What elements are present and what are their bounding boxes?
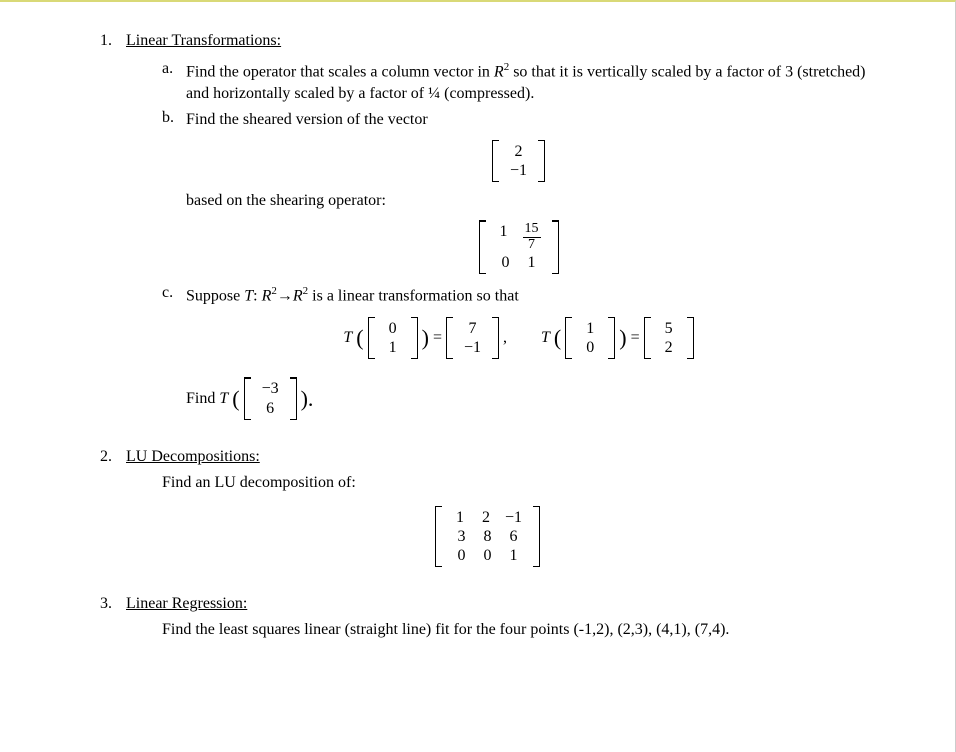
subitem-1a-text: Find the operator that scales a column v… (186, 60, 875, 105)
matrix: 1 2 −1 3 8 6 0 0 1 (435, 506, 540, 568)
subitem-1c-text: Suppose T: R2→R2 is a linear transformat… (186, 284, 875, 307)
text-fragment: Find the operator that scales a column v… (186, 63, 494, 80)
paren-open: ( (232, 386, 239, 412)
matrix-cell: 0 (380, 319, 406, 338)
subitem-1c: c. Suppose T: R2→R2 is a linear transfor… (162, 284, 875, 307)
vector-2-neg1: 2 −1 (162, 140, 875, 182)
problem-1-number: 1. (100, 32, 126, 50)
matrix-cell: 5 (656, 319, 682, 338)
text-fragment: Find (186, 390, 215, 408)
lu-matrix: 1 2 −1 3 8 6 0 0 1 (100, 506, 875, 568)
matrix-cell: 8 (475, 527, 501, 546)
subitem-1b-letter: b. (162, 109, 186, 131)
paren-close: ) (619, 325, 626, 351)
equation-2: T ( 1 0 ) = (541, 317, 694, 359)
problem-1-header: 1. Linear Transformations: (100, 32, 875, 50)
subitem-1a: a. Find the operator that scales a colum… (162, 60, 875, 105)
shear-matrix: 1 15 7 0 1 (162, 220, 875, 274)
problem-3-text: Find the least squares linear (straight … (162, 621, 875, 639)
matrix: −3 6 (244, 377, 297, 419)
fraction-denominator: 7 (526, 238, 537, 253)
matrix-cell: 1 (491, 222, 517, 252)
matrix-cell: 6 (257, 399, 283, 418)
problem-2: 2. LU Decompositions: Find an LU decompo… (100, 448, 875, 568)
subitem-1c-find: Find T ( −3 6 ). (186, 377, 875, 419)
subitem-1b-text: Find the sheared version of the vector (186, 109, 875, 131)
matrix-cell: 7 (460, 319, 486, 338)
problem-2-header: 2. LU Decompositions: (100, 448, 875, 466)
matrix: 0 1 (368, 317, 418, 359)
problem-2-text: Find an LU decomposition of: (162, 474, 875, 492)
r-symbol: R (494, 63, 504, 80)
paren-close: ) (422, 325, 429, 351)
matrix-cell: 0 (449, 546, 475, 565)
problem-3-header: 3. Linear Regression: (100, 595, 875, 613)
matrix-cell: 0 (493, 253, 519, 272)
matrix: 7 −1 (446, 317, 499, 359)
subitem-1a-letter: a. (162, 60, 186, 105)
matrix-cell: 0 (577, 338, 603, 357)
subitem-1c-letter: c. (162, 284, 186, 307)
matrix-cell: −3 (256, 379, 285, 398)
t-symbol: T (541, 329, 550, 347)
matrix-cell: 2 (656, 338, 682, 357)
text-fragment: Suppose (186, 287, 244, 304)
r-symbol: R (262, 287, 272, 304)
paren-open: ( (554, 325, 561, 351)
comma: , (503, 329, 507, 347)
text-fragment: : (253, 287, 261, 304)
fraction: 15 7 (523, 222, 541, 252)
text-fragment: is a linear transformation so that (308, 287, 519, 304)
matrix: 1 0 (565, 317, 615, 359)
matrix-cell: 2 (506, 142, 532, 161)
equation-1: T ( 0 1 ) = (343, 317, 507, 359)
paren-close: ). (301, 386, 314, 412)
equals: = (433, 329, 442, 347)
problem-3: 3. Linear Regression: Find the least squ… (100, 595, 875, 639)
t-symbol: T (219, 390, 228, 408)
matrix-cell: −1 (499, 508, 528, 527)
arrow: → (277, 287, 293, 304)
matrix-cell: 1 (501, 546, 527, 565)
t-symbol: T (244, 287, 253, 304)
matrix-cell: 0 (475, 546, 501, 565)
problem-1-subitems: a. Find the operator that scales a colum… (162, 60, 875, 420)
problem-1: 1. Linear Transformations: a. Find the o… (100, 32, 875, 420)
problem-2-number: 2. (100, 448, 126, 466)
fraction-numerator: 15 (523, 222, 541, 238)
matrix: 2 −1 (492, 140, 545, 182)
subitem-1b-continued: based on the shearing operator: (186, 192, 875, 210)
problem-3-title: Linear Regression: (126, 595, 247, 613)
equals: = (631, 329, 640, 347)
matrix-cell: −1 (504, 161, 533, 180)
r-symbol: R (293, 287, 303, 304)
document-page: 1. Linear Transformations: a. Find the o… (0, 0, 956, 752)
t-symbol: T (343, 329, 352, 347)
matrix-cell: 3 (449, 527, 475, 546)
subitem-1b: b. Find the sheared version of the vecto… (162, 109, 875, 131)
matrix-cell: 2 (473, 508, 499, 527)
matrix: 5 2 (644, 317, 694, 359)
problem-2-title: LU Decompositions: (126, 448, 260, 466)
matrix-cell: 6 (501, 527, 527, 546)
matrix: 1 15 7 0 1 (479, 220, 559, 274)
problem-3-number: 3. (100, 595, 126, 613)
problem-1-title: Linear Transformations: (126, 32, 281, 50)
matrix-cell: 15 7 (517, 222, 547, 252)
matrix-cell: −1 (458, 338, 487, 357)
paren-open: ( (356, 325, 363, 351)
matrix-cell: 1 (577, 319, 603, 338)
matrix-cell: 1 (380, 338, 406, 357)
matrix-cell: 1 (447, 508, 473, 527)
transformation-equations: T ( 0 1 ) = (162, 317, 875, 359)
matrix-cell: 1 (519, 253, 545, 272)
